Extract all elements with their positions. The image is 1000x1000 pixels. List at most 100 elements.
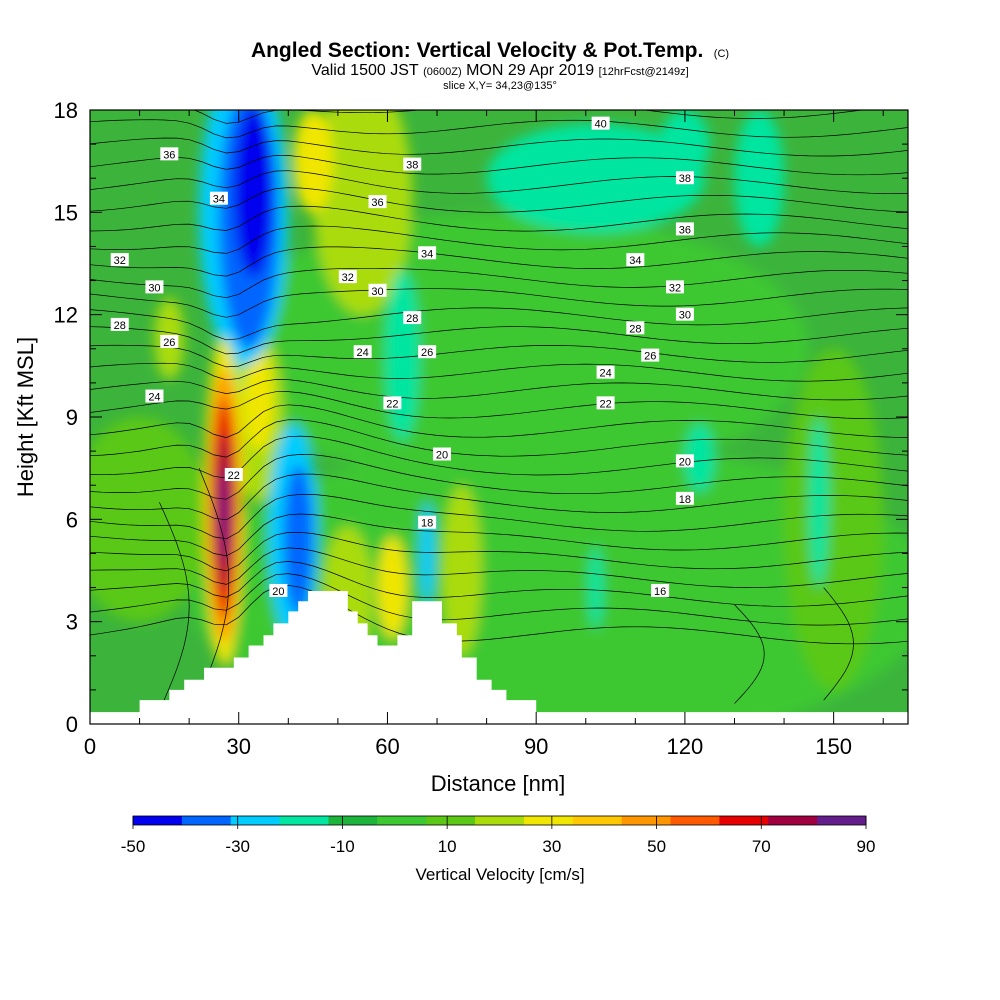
velocity-patch bbox=[233, 110, 274, 278]
pot-temp-contour bbox=[90, 187, 908, 213]
colorbar-swatch bbox=[181, 816, 232, 825]
pot-temp-label: 36 bbox=[368, 195, 387, 209]
velocity-patch bbox=[219, 468, 228, 564]
y-axis-label: Height [Kft MSL] bbox=[13, 337, 38, 497]
svg-text:30: 30 bbox=[148, 282, 160, 294]
velocity-patch bbox=[486, 123, 705, 233]
pot-temp-label: 34 bbox=[209, 191, 228, 206]
x-axis-label: Distance [nm] bbox=[431, 771, 566, 796]
svg-text:36: 36 bbox=[163, 149, 175, 161]
svg-text:26: 26 bbox=[644, 351, 656, 363]
svg-text:22: 22 bbox=[386, 398, 398, 410]
pot-temp-contour bbox=[90, 225, 908, 254]
plot-area: 40 38 38 36 36 36 34 34 34 32 32 32 30 30 30 28 28 28 26 26… bbox=[90, 110, 908, 724]
svg-text:32: 32 bbox=[342, 272, 354, 284]
pot-temp-contour bbox=[90, 344, 908, 368]
pot-temp-contour bbox=[90, 404, 908, 438]
pot-temp-contour bbox=[90, 584, 908, 645]
pot-temp-label: 38 bbox=[675, 171, 694, 185]
pot-temp-label: 24 bbox=[145, 389, 164, 404]
pot-temp-contour bbox=[90, 307, 908, 341]
pot-temp-label: 28 bbox=[626, 321, 645, 335]
x-tick-label: 30 bbox=[226, 734, 250, 759]
pot-temp-contour bbox=[90, 513, 908, 557]
pot-temp-contour bbox=[90, 391, 908, 420]
svg-text:32: 32 bbox=[669, 282, 681, 294]
pot-temp-label: 36 bbox=[160, 147, 179, 161]
svg-text:38: 38 bbox=[679, 173, 691, 185]
svg-text:28: 28 bbox=[629, 323, 641, 335]
pot-temp-label: 26 bbox=[418, 345, 437, 359]
pot-temp-contour bbox=[90, 531, 908, 572]
pot-temp-contours bbox=[90, 110, 908, 711]
pot-temp-label: 26 bbox=[641, 348, 660, 363]
colorbar-swatch bbox=[572, 816, 623, 825]
velocity-patch bbox=[808, 417, 829, 588]
pot-temp-contour bbox=[90, 205, 908, 232]
svg-text:30: 30 bbox=[679, 310, 691, 322]
colorbar-swatch bbox=[230, 816, 281, 825]
y-tick-label: 0 bbox=[66, 712, 78, 737]
pot-temp-contour bbox=[90, 419, 908, 458]
pot-temp-label: 26 bbox=[160, 334, 179, 349]
colorbar-tick-label: -30 bbox=[225, 837, 250, 856]
svg-text:20: 20 bbox=[679, 456, 691, 468]
svg-text:40: 40 bbox=[595, 119, 607, 131]
colorbar-tick-label: -10 bbox=[330, 837, 355, 856]
pot-temp-contour bbox=[90, 246, 908, 277]
pot-temp-label: 16 bbox=[651, 583, 670, 598]
pot-temp-label: 20 bbox=[432, 447, 451, 462]
colorbar: -50 -30 -10 10 30 50 70 90 bbox=[121, 815, 875, 856]
pot-temp-contour bbox=[90, 119, 908, 139]
svg-text:34: 34 bbox=[421, 248, 433, 260]
chart-slice-info: slice X,Y= 34,23@135° bbox=[443, 80, 557, 92]
colorbar-swatch bbox=[768, 816, 818, 825]
x-tick-label: 90 bbox=[524, 734, 548, 759]
pot-temp-contour bbox=[823, 587, 854, 701]
pot-temp-contour bbox=[90, 267, 908, 299]
pot-temp-contour bbox=[90, 154, 908, 176]
pot-temp-label: 32 bbox=[338, 270, 357, 284]
pot-temp-label: 22 bbox=[596, 396, 615, 410]
pot-temp-label: 32 bbox=[110, 253, 129, 267]
pot-temp-label: 18 bbox=[675, 491, 694, 506]
pot-temp-label: 24 bbox=[353, 345, 372, 359]
pot-temp-label: 20 bbox=[269, 583, 288, 598]
pot-temp-contour bbox=[90, 170, 908, 194]
svg-text:20: 20 bbox=[272, 586, 284, 598]
colorbar-swatch bbox=[621, 816, 672, 825]
colorbar-tick-label: 50 bbox=[647, 837, 666, 856]
svg-text:36: 36 bbox=[679, 224, 691, 236]
pot-temp-labels: 40 38 38 36 36 36 34 34 34 32 32 32 30 30 30 28 28 28 26 26… bbox=[110, 116, 694, 598]
svg-text:26: 26 bbox=[163, 337, 175, 349]
pot-temp-label: 28 bbox=[110, 317, 129, 332]
svg-text:32: 32 bbox=[114, 255, 126, 267]
pot-temp-label: 30 bbox=[675, 307, 694, 322]
svg-text:38: 38 bbox=[406, 160, 418, 172]
velocity-patch bbox=[293, 110, 333, 213]
colorbar-swatch bbox=[523, 816, 574, 825]
svg-text:20: 20 bbox=[436, 450, 448, 462]
velocity-patch bbox=[243, 348, 274, 452]
pot-temp-label: 24 bbox=[596, 365, 615, 380]
pot-temp-contour bbox=[159, 502, 190, 711]
pot-temp-contour bbox=[90, 362, 908, 382]
svg-text:18: 18 bbox=[679, 494, 691, 506]
pot-temp-contour bbox=[734, 604, 765, 704]
pot-temp-label: 30 bbox=[145, 280, 164, 294]
pot-temp-label: 22 bbox=[383, 396, 402, 410]
velocity-patch bbox=[90, 417, 209, 622]
colorbar-label: Vertical Velocity [cm/s] bbox=[415, 865, 584, 884]
velocity-patch bbox=[784, 348, 884, 690]
pot-temp-contour bbox=[90, 493, 908, 540]
pot-temp-contour bbox=[90, 379, 908, 401]
colorbar-swatch bbox=[719, 816, 769, 825]
colorbar-tick-label: 30 bbox=[542, 837, 561, 856]
pot-temp-label: 28 bbox=[403, 311, 422, 325]
pot-temp-label: 20 bbox=[675, 454, 694, 468]
x-tick-label: 60 bbox=[375, 734, 399, 759]
terrain bbox=[90, 591, 908, 724]
colorbar-tick-label: 70 bbox=[752, 837, 771, 856]
